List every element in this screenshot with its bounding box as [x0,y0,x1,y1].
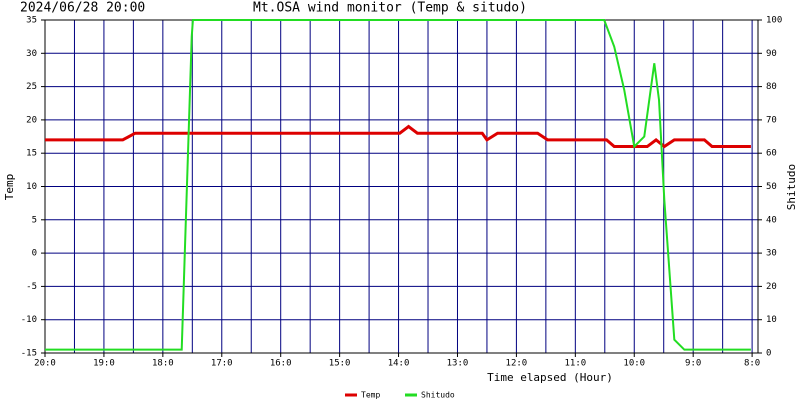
x-tick-label: 20:0 [34,359,56,369]
series-line [45,124,751,149]
y-axis-label: Temp [3,174,16,201]
y-tick-label: 25 [26,82,37,92]
series-line [45,19,751,351]
y2-tick-label: 70 [766,115,777,125]
y-tick-label: -10 [21,315,37,325]
x-tick-label: 19:0 [93,359,115,369]
x-tick-label: 13:0 [447,359,469,369]
x-tick-label: 10:0 [623,359,645,369]
chart-title: Mt.OSA wind monitor (Temp & situdo) [253,1,527,16]
x-tick-label: 18:0 [152,359,174,369]
y-tick-label: -15 [21,349,37,359]
y2-tick-label: 50 [766,182,777,192]
y-tick-label: 35 [26,16,37,26]
x-tick-label: 11:0 [564,359,586,369]
y2-tick-label: 60 [766,149,777,159]
x-tick-label: 15:0 [329,359,351,369]
x-tick-label: 8:0 [744,359,760,369]
x-tick-label: 16:0 [270,359,292,369]
y2-tick-label: 20 [766,282,777,292]
y-tick-label: 20 [26,115,37,125]
y2-tick-label: 10 [766,315,777,325]
y2-tick-label: 100 [766,16,782,26]
legend-label: Temp [361,391,380,400]
x-tick-label: 17:0 [211,359,233,369]
x-axis-label: Time elapsed (Hour) [487,371,613,384]
y-tick-label: 5 [32,215,37,225]
legend-label: Shitudo [421,391,455,400]
y-tick-label: 0 [32,249,37,259]
y2-tick-label: 90 [766,49,777,59]
y2-axis-label: Shitudo [785,164,798,210]
y-tick-label: 15 [26,149,37,159]
y-tick-label: 10 [26,182,37,192]
y-tick-label: 30 [26,49,37,59]
x-tick-label: 12:0 [506,359,528,369]
x-tick-label: 9:0 [685,359,701,369]
y2-tick-label: 0 [766,349,771,359]
y-tick-label: -5 [26,282,37,292]
x-tick-label: 14:0 [388,359,410,369]
y2-tick-label: 80 [766,82,777,92]
y2-tick-label: 40 [766,215,777,225]
y2-tick-label: 30 [766,249,777,259]
chart-subtitle: 2024/06/28 20:00 [20,1,145,16]
